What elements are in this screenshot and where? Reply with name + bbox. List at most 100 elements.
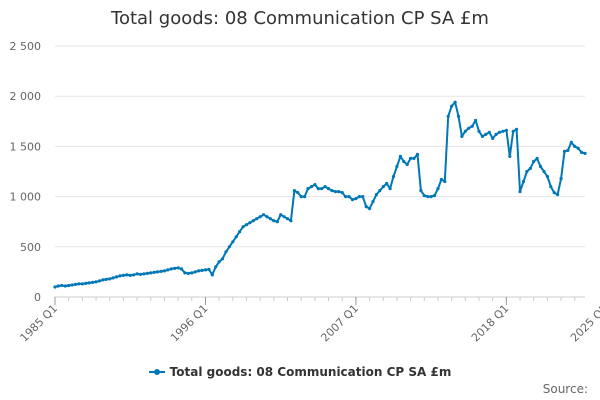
data-point — [405, 162, 409, 167]
data-point — [186, 271, 190, 275]
data-point — [262, 213, 266, 217]
data-point — [347, 195, 351, 199]
data-point — [190, 271, 194, 275]
data-point — [538, 164, 543, 169]
y-tick-label: 1 500 — [10, 140, 42, 153]
y-tick-label: 2 000 — [10, 90, 42, 103]
data-point — [227, 245, 231, 249]
data-point — [518, 190, 522, 194]
data-point — [231, 240, 235, 244]
data-point — [474, 118, 478, 122]
data-point — [402, 159, 406, 164]
data-point — [306, 187, 310, 191]
data-point — [583, 151, 587, 155]
data-point — [480, 134, 484, 138]
data-point — [118, 274, 122, 278]
data-point — [391, 174, 396, 179]
data-point — [285, 217, 290, 221]
data-point — [330, 189, 334, 193]
data-point — [535, 156, 539, 160]
legend-swatch-icon — [148, 367, 165, 377]
data-point — [463, 129, 467, 133]
data-point — [569, 140, 573, 144]
data-point — [309, 185, 314, 189]
data-point — [467, 126, 471, 130]
source-label: Source: — [542, 382, 588, 396]
data-point — [210, 273, 214, 277]
data-point — [303, 195, 307, 199]
data-point — [453, 100, 457, 104]
data-point — [97, 279, 102, 283]
data-point — [549, 185, 553, 189]
data-point — [251, 219, 255, 223]
data-point — [432, 194, 437, 198]
data-point — [504, 128, 508, 132]
data-point — [60, 283, 64, 288]
data-point — [197, 269, 201, 273]
series — [53, 100, 587, 289]
data-point — [357, 195, 361, 199]
data-point — [220, 257, 225, 261]
data-point — [258, 215, 262, 219]
data-point — [368, 207, 372, 211]
x-tick-label: 2018 Q1 — [469, 302, 512, 345]
data-point — [214, 265, 218, 269]
data-point — [87, 281, 91, 285]
data-point — [398, 154, 402, 158]
data-point — [166, 268, 170, 272]
data-point — [56, 284, 61, 288]
data-point — [515, 127, 519, 131]
data-point — [128, 273, 132, 277]
data-point — [532, 159, 536, 164]
data-point — [238, 230, 242, 234]
data-point — [145, 271, 149, 275]
data-point — [244, 223, 249, 227]
data-point — [333, 190, 337, 194]
data-point — [299, 195, 303, 199]
data-point — [556, 193, 560, 197]
data-point — [450, 104, 454, 108]
data-point — [203, 268, 208, 272]
data-point — [487, 130, 491, 134]
data-point — [108, 277, 112, 281]
data-point — [422, 194, 426, 198]
data-point — [528, 166, 532, 171]
data-point — [501, 129, 505, 133]
data-point — [80, 282, 84, 286]
x-tick-label: 2025 Q2 — [568, 302, 600, 345]
legend: Total goods: 08 Communication CP SA £m — [0, 365, 600, 379]
y-tick-label: 0 — [34, 291, 41, 304]
data-point — [580, 150, 584, 154]
x-tick-label: 1985 Q1 — [18, 302, 61, 345]
data-point — [323, 185, 327, 189]
data-point — [176, 266, 180, 270]
data-point — [378, 189, 382, 193]
data-point — [84, 281, 88, 285]
data-point — [497, 130, 502, 134]
data-point — [371, 200, 375, 204]
data-point — [350, 198, 355, 202]
data-point — [443, 179, 447, 184]
data-point — [374, 193, 378, 197]
grid-lines — [55, 45, 585, 298]
data-point — [224, 250, 228, 254]
data-point — [566, 148, 570, 152]
data-point — [248, 221, 252, 225]
data-point — [279, 213, 283, 217]
data-point — [545, 174, 550, 179]
y-tick-label: 1 000 — [10, 191, 42, 204]
data-point — [562, 149, 567, 153]
data-point — [320, 187, 324, 191]
data-point — [446, 114, 450, 118]
data-point — [73, 282, 78, 286]
data-point — [275, 220, 279, 224]
data-point — [156, 270, 160, 274]
data-point — [429, 195, 433, 199]
data-point — [241, 225, 245, 229]
data-point — [364, 205, 368, 209]
chart-title: Total goods: 08 Communication CP SA £m — [111, 8, 489, 29]
data-point — [193, 270, 197, 274]
data-point — [508, 154, 512, 158]
data-point — [576, 146, 580, 150]
